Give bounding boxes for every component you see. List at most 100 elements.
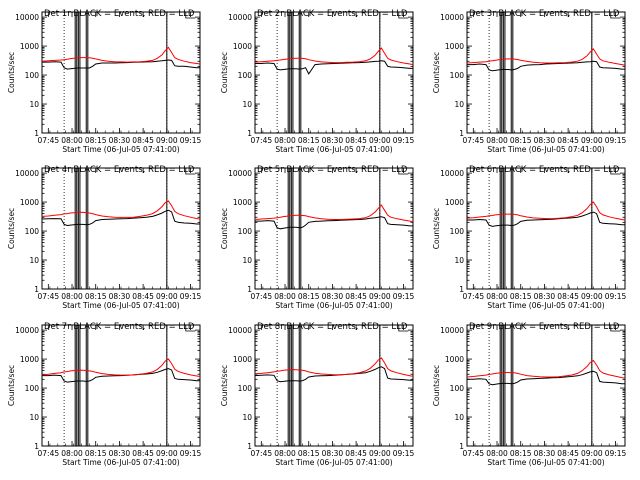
lld-series-line <box>41 358 201 377</box>
x-tick-label: 09:15 <box>180 292 202 301</box>
panel-5: Det 5r BLACK = Events, RED = LLD11010010… <box>220 165 415 310</box>
x-tick-label: 08:00 <box>486 292 508 301</box>
plot-frame <box>254 11 414 134</box>
x-axis-title: Start Time (06-Jul-05 07:41:00) <box>275 301 392 310</box>
x-tick-label: 09:15 <box>180 136 202 145</box>
y-tick-label: 10000 <box>228 13 252 22</box>
x-tick-label: 08:30 <box>534 292 556 301</box>
y-tick-label: 1000 <box>233 42 252 51</box>
y-tick-label: 10000 <box>440 13 464 22</box>
top-bracket <box>610 168 621 175</box>
x-tick-label: 09:00 <box>156 449 178 458</box>
y-tick-label: 10 <box>242 256 252 265</box>
x-axis-title: Start Time (06-Jul-05 07:41:00) <box>62 145 179 154</box>
y-axis-title: Counts/sec <box>432 365 441 406</box>
y-tick-label: 1 <box>247 442 252 451</box>
top-bracket <box>185 325 196 332</box>
x-tick-label: 09:00 <box>581 136 603 145</box>
y-tick-label: 1000 <box>20 355 39 364</box>
x-tick-label: 09:15 <box>393 292 415 301</box>
x-tick-label: 09:15 <box>605 449 627 458</box>
x-tick-label: 09:15 <box>605 136 627 145</box>
x-tick-label: 08:45 <box>557 449 579 458</box>
panel-3: Det 3r BLACK = Events, RED = LLD11010010… <box>432 9 627 154</box>
y-tick-label: 100 <box>238 227 253 236</box>
y-axis-title: Counts/sec <box>7 208 16 249</box>
panel-7: Det 7r BLACK = Events, RED = LLD11010010… <box>7 322 202 467</box>
x-axis-title: Start Time (06-Jul-05 07:41:00) <box>487 301 604 310</box>
top-bracket <box>610 325 621 332</box>
plot-frame <box>41 324 201 447</box>
x-tick-label: 08:45 <box>345 449 367 458</box>
top-bracket <box>398 168 409 175</box>
x-tick-label: 09:00 <box>156 136 178 145</box>
y-axis-title: Counts/sec <box>220 208 229 249</box>
y-tick-label: 1000 <box>445 42 464 51</box>
y-tick-label: 100 <box>450 384 465 393</box>
events-series-line <box>467 370 625 386</box>
x-tick-label: 08:00 <box>274 292 296 301</box>
x-tick-label: 09:00 <box>156 292 178 301</box>
y-tick-label: 1000 <box>233 198 252 207</box>
y-tick-label: 10 <box>454 256 464 265</box>
y-tick-label: 100 <box>450 227 465 236</box>
y-tick-label: 1000 <box>233 355 252 364</box>
x-tick-label: 07:45 <box>251 449 273 458</box>
x-tick-label: 09:15 <box>180 449 202 458</box>
y-tick-label: 10 <box>454 413 464 422</box>
x-axis-title: Start Time (06-Jul-05 07:41:00) <box>275 458 392 467</box>
x-tick-label: 08:30 <box>322 292 344 301</box>
x-tick-label: 08:15 <box>85 292 107 301</box>
x-tick-label: 08:15 <box>510 136 532 145</box>
x-tick-label: 08:15 <box>298 136 320 145</box>
x-tick-label: 08:30 <box>322 449 344 458</box>
y-tick-label: 1 <box>34 442 39 451</box>
x-tick-label: 09:15 <box>605 292 627 301</box>
x-axis-title: Start Time (06-Jul-05 07:41:00) <box>487 145 604 154</box>
x-axis-title: Start Time (06-Jul-05 07:41:00) <box>487 458 604 467</box>
plot-frame <box>466 11 626 134</box>
plot-frame <box>41 167 201 290</box>
lld-series-line <box>466 48 626 66</box>
x-tick-label: 09:15 <box>393 136 415 145</box>
y-tick-label: 10000 <box>228 326 252 335</box>
x-tick-label: 08:30 <box>534 449 556 458</box>
x-tick-label: 08:00 <box>274 136 296 145</box>
x-tick-label: 08:45 <box>557 136 579 145</box>
y-tick-label: 1 <box>34 129 39 138</box>
y-tick-label: 10000 <box>440 326 464 335</box>
x-tick-label: 08:15 <box>85 449 107 458</box>
events-series-line <box>467 211 625 227</box>
y-tick-label: 100 <box>25 227 40 236</box>
lld-series-line <box>41 46 201 65</box>
x-tick-label: 08:00 <box>61 292 83 301</box>
y-tick-label: 10 <box>454 100 464 109</box>
x-tick-label: 08:45 <box>557 292 579 301</box>
y-tick-label: 10 <box>29 413 39 422</box>
x-tick-label: 08:45 <box>132 292 154 301</box>
lld-series-line <box>466 359 626 379</box>
y-tick-label: 10 <box>29 100 39 109</box>
x-tick-label: 07:45 <box>251 136 273 145</box>
x-tick-label: 09:15 <box>393 449 415 458</box>
y-tick-label: 10000 <box>228 169 252 178</box>
top-bracket <box>185 12 196 19</box>
x-tick-label: 08:45 <box>132 136 154 145</box>
events-series-line <box>255 216 413 230</box>
y-tick-label: 10000 <box>15 169 39 178</box>
y-tick-label: 100 <box>25 384 40 393</box>
x-tick-label: 08:00 <box>486 449 508 458</box>
y-tick-label: 100 <box>238 384 253 393</box>
x-tick-label: 08:30 <box>322 136 344 145</box>
x-tick-label: 08:15 <box>510 292 532 301</box>
plot-frame <box>466 167 626 290</box>
lld-series-line <box>254 357 414 377</box>
x-tick-label: 08:00 <box>274 449 296 458</box>
x-tick-label: 08:45 <box>132 449 154 458</box>
events-series-line <box>42 59 200 70</box>
x-tick-label: 09:00 <box>581 449 603 458</box>
x-axis-title: Start Time (06-Jul-05 07:41:00) <box>275 145 392 154</box>
x-tick-label: 08:30 <box>534 136 556 145</box>
x-tick-label: 08:30 <box>109 292 131 301</box>
x-tick-label: 07:45 <box>463 292 485 301</box>
